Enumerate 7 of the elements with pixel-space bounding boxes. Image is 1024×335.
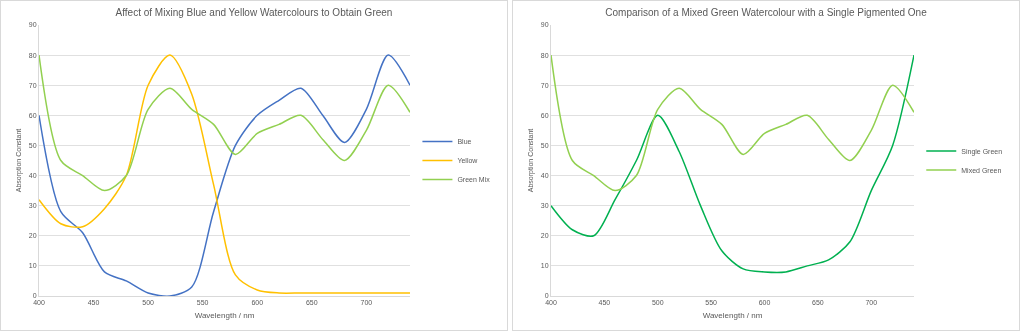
line-series: [551, 54, 914, 192]
chart-title: Affect of Mixing Blue and Yellow Watercolours to Obtain Green: [115, 7, 393, 19]
x-axis-title: Wavelength / nm: [702, 310, 763, 320]
line-series: [39, 54, 410, 192]
x-axis-title: Wavelength / nm: [194, 310, 255, 320]
chart-title: Comparison of a Mixed Green Watercolour with a Single Pigmented One: [605, 7, 928, 19]
line-series: [551, 54, 914, 274]
